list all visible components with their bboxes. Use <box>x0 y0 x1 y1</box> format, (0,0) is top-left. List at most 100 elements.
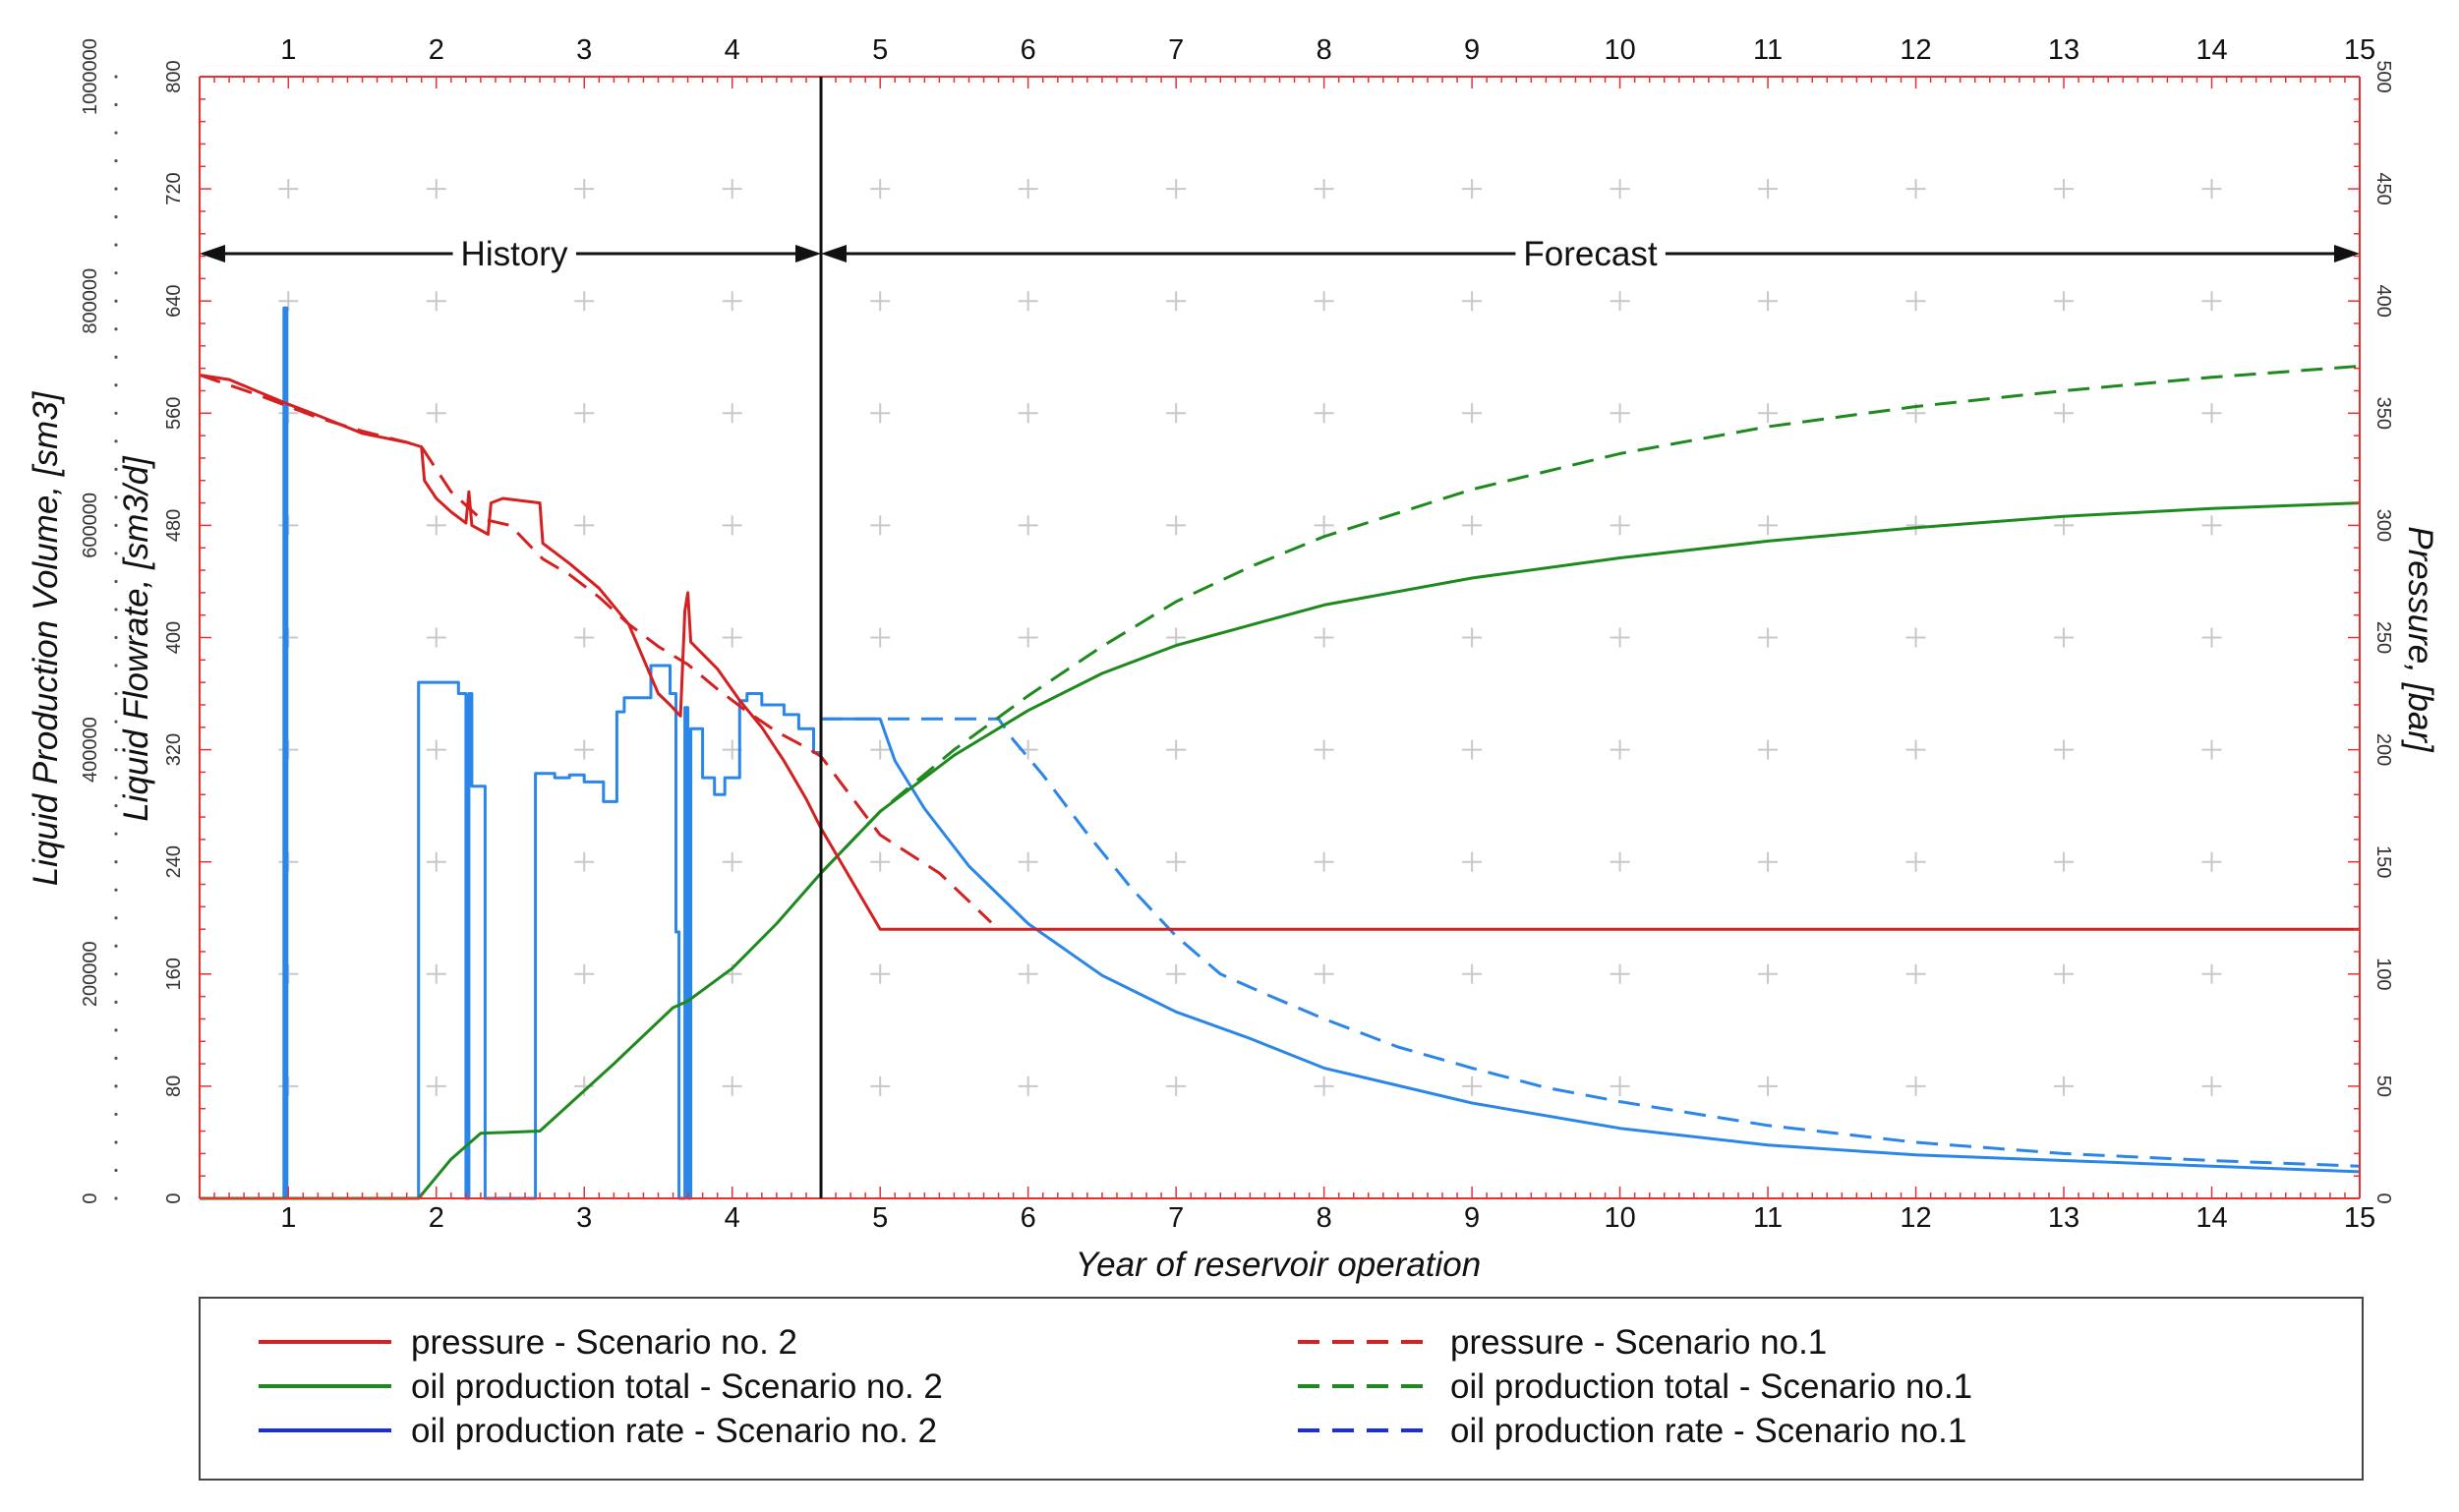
grid-marker <box>574 851 595 872</box>
grid-marker <box>870 1076 891 1096</box>
grid-marker <box>1018 515 1038 536</box>
volume-axis-dot <box>114 383 118 387</box>
x-tick-label-top: 1 <box>280 34 296 66</box>
grid-marker <box>1314 291 1334 312</box>
grid-marker <box>1166 851 1187 872</box>
grid-marker <box>1462 739 1483 760</box>
grid-marker <box>722 627 742 648</box>
pressure-tick-label: 0 <box>2372 1192 2394 1203</box>
grid-marker <box>1905 291 1926 312</box>
legend-label: oil production total - Scenario no. 2 <box>411 1367 943 1406</box>
grid-marker <box>2201 515 2222 536</box>
grid-marker <box>1905 963 1926 984</box>
grid-marker <box>1610 1076 1630 1096</box>
grid-marker <box>2054 515 2075 536</box>
legend-label: oil production total - Scenario no.1 <box>1450 1367 1972 1406</box>
flowrate-tick-label: 0 <box>163 1192 185 1203</box>
grid-marker <box>1018 179 1038 200</box>
x-tick-label-top: 10 <box>1604 34 1635 66</box>
grid-marker <box>1314 851 1334 872</box>
x-tick-label-top: 4 <box>725 34 740 66</box>
series-rate-s2 <box>200 306 2361 1200</box>
volume-tick-label: 200000 <box>80 941 101 1007</box>
volume-axis-dot <box>114 748 118 752</box>
grid-marker <box>1166 963 1187 984</box>
volume-axis-dot <box>114 552 118 555</box>
grid-marker <box>1018 403 1038 424</box>
volume-axis-dot <box>114 439 118 443</box>
grid-marker <box>426 627 446 648</box>
volume-axis-dot <box>114 888 118 892</box>
grid-marker <box>1018 627 1038 648</box>
grid-marker <box>1314 739 1334 760</box>
series-total-s1 <box>819 364 2361 875</box>
volume-axis-dot <box>114 916 118 920</box>
grid-marker <box>1610 515 1630 536</box>
volume-axis-dot <box>114 1028 118 1032</box>
grid-marker <box>1758 515 1779 536</box>
flowrate-tick-label: 240 <box>163 845 185 878</box>
volume-axis-dot <box>114 523 118 528</box>
volume-axis-dot <box>114 327 118 331</box>
grid-marker <box>574 515 595 536</box>
grid-marker <box>1905 851 1926 872</box>
grid-marker <box>2201 291 2222 312</box>
volume-axis-dot <box>114 860 118 864</box>
grid-marker <box>1610 851 1630 872</box>
series-pressure-s1 <box>199 374 993 924</box>
grid-marker <box>574 179 595 200</box>
grid-marker <box>2054 1076 2075 1096</box>
grid-marker <box>1166 291 1187 312</box>
grid-marker <box>426 1076 446 1096</box>
x-tick-label-bottom: 1 <box>280 1202 296 1234</box>
pressure-tick-label: 50 <box>2372 1076 2394 1097</box>
x-tick-label-top: 11 <box>1753 34 1783 66</box>
x-tick-label-bottom: 3 <box>576 1202 592 1234</box>
x-axis-title: Year of reservoir operation <box>1076 1246 1481 1284</box>
grid-marker <box>2054 963 2075 984</box>
grid-marker <box>2054 403 2075 424</box>
flowrate-tick-label: 80 <box>163 1076 185 1097</box>
volume-tick-label: 0 <box>80 1192 101 1203</box>
flowrate-tick-label: 640 <box>163 285 185 318</box>
grid-marker <box>1018 291 1038 312</box>
grid-marker <box>426 515 446 536</box>
grid-marker <box>870 291 891 312</box>
grid-marker <box>1758 1076 1779 1096</box>
x-tick-label-bottom: 2 <box>429 1202 444 1234</box>
grid-marker <box>426 963 446 984</box>
forecast-arrow-head-right <box>2334 245 2360 262</box>
grid-marker <box>1166 179 1187 200</box>
grid-marker <box>1314 403 1334 424</box>
volume-axis-dot <box>114 158 118 163</box>
grid-marker <box>574 739 595 760</box>
x-tick-label-bottom: 11 <box>1753 1202 1783 1234</box>
grid-marker <box>2054 851 2075 872</box>
volume-tick-label: 400000 <box>80 717 101 783</box>
flowrate-tick-label: 400 <box>163 621 185 654</box>
pressure-tick-label: 300 <box>2372 509 2394 542</box>
grid-marker <box>2054 739 2075 760</box>
grid-marker <box>1462 179 1483 200</box>
x-tick-label-bottom: 14 <box>2196 1202 2227 1234</box>
grid-marker <box>1462 403 1483 424</box>
legend: pressure - Scenario no. 2 pressure - Scen… <box>199 1297 2364 1481</box>
grid-marker <box>870 963 891 984</box>
grid-marker <box>1758 851 1779 872</box>
flowrate-tick-label: 320 <box>163 733 185 766</box>
volume-axis-dot <box>114 131 118 135</box>
legend-label: oil production rate - Scenario no.1 <box>1450 1412 1966 1450</box>
x-tick-label-bottom: 13 <box>2048 1202 2079 1234</box>
grid-marker <box>1314 515 1334 536</box>
volume-axis-dot <box>114 1112 118 1117</box>
grid-marker <box>1462 851 1483 872</box>
x-tick-label-bottom: 9 <box>1464 1202 1480 1234</box>
volume-axis-dot <box>114 1000 118 1004</box>
pressure-tick-label: 250 <box>2372 621 2394 654</box>
grid-marker <box>870 739 891 760</box>
volume-axis-dot <box>114 215 118 219</box>
pressure-tick-label: 350 <box>2372 397 2394 430</box>
y-axis-title-pressure: Pressure, [bar] <box>2401 526 2439 753</box>
x-tick-label-top: 3 <box>576 34 592 66</box>
